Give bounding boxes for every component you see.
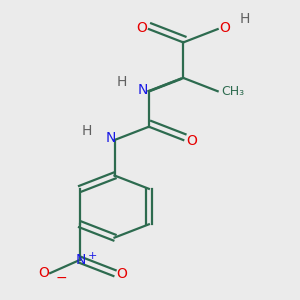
Text: N: N (105, 131, 116, 145)
Text: O: O (219, 21, 230, 35)
Text: O: O (187, 134, 197, 148)
Text: −: − (56, 271, 68, 284)
Text: N: N (76, 253, 86, 267)
Text: CH₃: CH₃ (221, 85, 244, 98)
Text: O: O (136, 21, 147, 35)
Text: +: + (88, 251, 97, 262)
Text: H: H (240, 12, 250, 26)
Text: H: H (82, 124, 92, 138)
Text: N: N (137, 83, 148, 97)
Text: H: H (116, 75, 127, 89)
Text: O: O (117, 267, 128, 281)
Text: O: O (38, 266, 49, 280)
